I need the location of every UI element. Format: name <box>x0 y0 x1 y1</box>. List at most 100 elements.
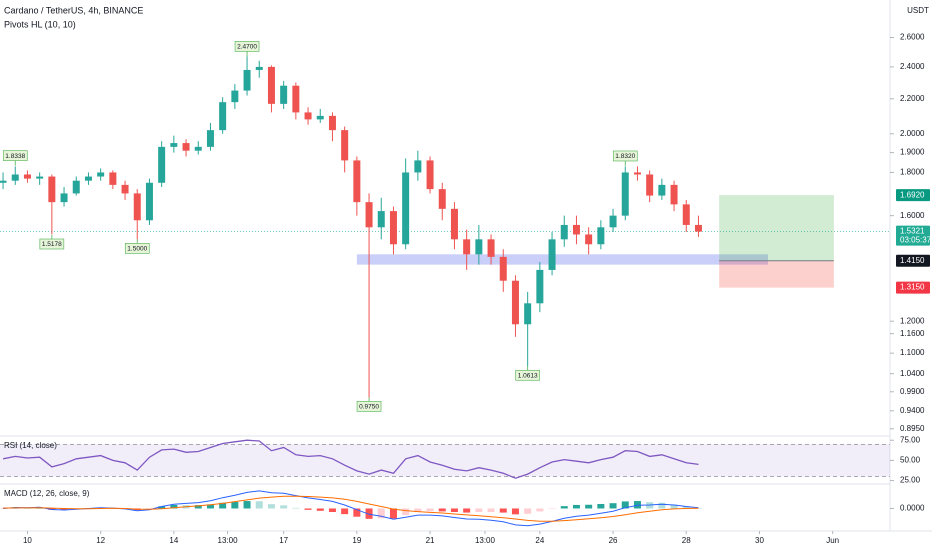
candle-body <box>243 69 251 91</box>
macd-histogram-bar <box>426 508 434 512</box>
candle-body <box>170 143 178 147</box>
candle-body <box>145 182 153 221</box>
candle-body <box>402 172 410 245</box>
macd-histogram-bar <box>621 501 629 509</box>
candle-body <box>438 189 446 209</box>
signal-line <box>3 495 699 522</box>
y-tick-label: 2.4000 <box>900 62 925 71</box>
candle-body <box>560 224 568 240</box>
macd-histogram-bar <box>36 508 44 509</box>
candle-body <box>316 115 324 120</box>
macd-histogram-bar <box>572 504 580 509</box>
candle-body <box>48 176 56 203</box>
candle-body <box>694 224 702 232</box>
candle-body <box>609 215 617 228</box>
macd-histogram-bar <box>682 506 690 509</box>
x-tick-label: 17 <box>279 536 288 545</box>
candle-body <box>524 303 532 325</box>
pivot-label: 0.9750 <box>359 404 379 411</box>
candle-body <box>206 130 214 147</box>
macd-histogram-bar <box>658 502 666 509</box>
pivot-label-box <box>612 150 638 162</box>
macd-histogram-bar <box>633 501 641 509</box>
x-tick-label: Jun <box>826 536 839 545</box>
pivot-label: 1.8320 <box>615 153 635 160</box>
x-tick-label: 26 <box>609 536 618 545</box>
price-marker-label: 1.3150 <box>900 283 925 292</box>
pivot-label-box <box>515 369 540 381</box>
price-marker-box <box>896 189 930 202</box>
currency-label: USDT <box>907 6 929 15</box>
y-tick-label: 1.2000 <box>900 316 925 325</box>
candle-body <box>280 85 288 104</box>
pivot-label: 1.5178 <box>42 241 62 248</box>
y-tick-label: 1.1600 <box>900 329 925 338</box>
macd-histogram-bar <box>389 508 397 519</box>
macd-histogram-bar <box>365 508 373 519</box>
candle-body <box>109 172 117 185</box>
candle-body <box>450 208 458 240</box>
candle-body <box>389 211 397 245</box>
y-tick-label: 1.9000 <box>900 148 925 157</box>
y-tick-label: 0.9400 <box>900 406 925 415</box>
macd-histogram-bar <box>23 508 31 509</box>
candle-body <box>158 146 166 183</box>
indicator-label: Pivots HL (10, 10) <box>4 19 76 29</box>
y-tick-label: 25.00 <box>900 476 921 485</box>
candle-body <box>341 130 349 161</box>
candle-body <box>255 66 263 70</box>
candle-body <box>414 160 422 173</box>
macd-label: MACD (12, 26, close, 9) <box>4 489 90 498</box>
x-tick-label: 13:00 <box>475 536 496 545</box>
candle-body <box>548 239 556 270</box>
x-tick-label: 12 <box>96 536 105 545</box>
candle-body <box>292 85 300 113</box>
macd-histogram-bar <box>304 508 312 510</box>
macd-histogram-bar <box>60 508 68 511</box>
candle-body <box>682 204 690 225</box>
candle-body <box>499 256 507 281</box>
rsi-line <box>2 439 699 479</box>
x-tick-label: 19 <box>352 536 361 545</box>
candle-body <box>585 234 593 245</box>
candle-body <box>121 184 129 194</box>
macd-histogram-bar <box>316 508 324 511</box>
macd-histogram-bar <box>402 508 410 516</box>
y-tick-label: 75.00 <box>900 435 921 444</box>
x-tick-label: 10 <box>23 536 32 545</box>
rsi-label: RSI (14, close) <box>4 441 57 450</box>
candle-body <box>658 184 666 196</box>
macd-histogram-bar <box>267 504 275 509</box>
candle-body <box>377 211 385 228</box>
macd-histogram-bar <box>499 508 507 513</box>
candle-body <box>133 193 141 221</box>
pivot-label: 2.4700 <box>237 44 257 51</box>
candle-body <box>60 193 68 203</box>
x-tick-label: 30 <box>755 536 764 545</box>
candle-body <box>11 174 19 181</box>
price-marker-label: 1.5321 <box>900 227 925 236</box>
pivot-label: 1.0613 <box>518 372 538 379</box>
price-marker-box <box>896 281 930 294</box>
macd-histogram-bar <box>609 503 617 509</box>
candle-body <box>267 66 275 104</box>
y-tick-label: 2.6000 <box>900 33 925 42</box>
macd-histogram-bar <box>670 504 678 509</box>
candle-body <box>511 280 519 325</box>
candle-body <box>621 172 629 216</box>
candle-body <box>219 102 227 131</box>
price-marker-countdown: 03:05:37 <box>900 236 932 245</box>
y-tick-label: 50.00 <box>900 456 921 465</box>
price-marker-label: 1.6920 <box>900 190 925 199</box>
candle-body <box>646 174 654 196</box>
macd-histogram-bar <box>548 508 556 509</box>
macd-histogram-bar <box>280 505 288 509</box>
candle-body <box>487 239 495 257</box>
candle-body <box>426 160 434 190</box>
macd-histogram-bar <box>536 508 544 512</box>
rsi-band <box>0 444 890 477</box>
macd-histogram-bar <box>158 506 166 509</box>
candle-body <box>475 239 483 255</box>
